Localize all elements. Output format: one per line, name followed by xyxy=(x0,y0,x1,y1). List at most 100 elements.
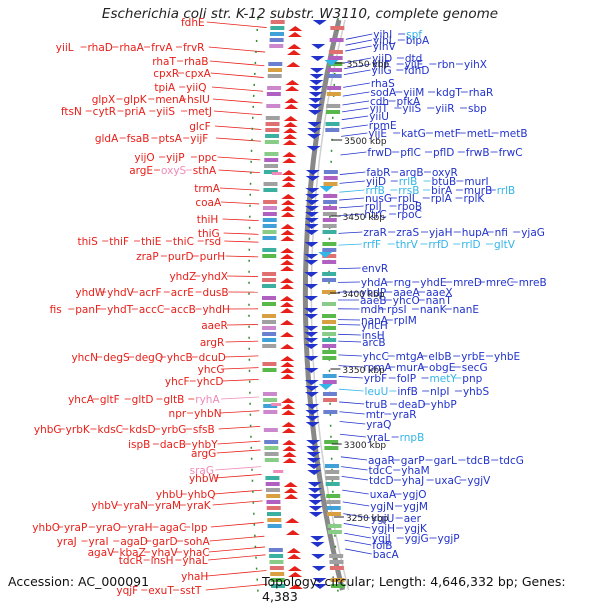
rna-gene-arrow xyxy=(319,384,333,390)
cog-block xyxy=(323,398,337,402)
gene-label: agaV xyxy=(88,547,116,559)
gene-label: yraP xyxy=(64,522,87,534)
reverse-gene-arrow xyxy=(312,566,326,571)
gene-label: gltF xyxy=(100,394,120,406)
forward-gene-arrow xyxy=(284,494,298,499)
gene-label: rpoC xyxy=(397,209,422,221)
cog-block xyxy=(326,500,340,504)
cog-block xyxy=(263,392,277,396)
cog-block xyxy=(266,122,280,126)
gene-label: ygjV xyxy=(467,475,491,487)
cog-block xyxy=(322,242,336,246)
forward-gene-arrow xyxy=(280,278,294,283)
cog-block xyxy=(322,356,336,360)
gene-label: frwD xyxy=(367,147,392,159)
cog-block xyxy=(330,38,344,42)
gene-leader-line xyxy=(213,490,262,494)
forward-gene-arrow xyxy=(282,182,296,187)
gene-label: ygjG xyxy=(405,533,429,545)
forward-gene-arrow xyxy=(282,158,296,163)
gene-leader-line xyxy=(217,450,261,453)
cog-block xyxy=(266,482,280,486)
accession-text: Accession: AC_000091 xyxy=(8,574,149,589)
cog-block xyxy=(329,50,343,54)
gene-leader-line xyxy=(346,40,372,45)
gene-label: dacB xyxy=(160,439,186,451)
gene-leader-line xyxy=(340,181,365,183)
gene-label: yhbO xyxy=(32,522,60,534)
gene-label: purH xyxy=(200,251,226,263)
gene-leader-line xyxy=(221,397,259,399)
cog-block xyxy=(323,230,337,234)
gene-label: tdcG xyxy=(499,455,524,467)
cog-block xyxy=(326,122,340,126)
gene-label: yraQ xyxy=(366,419,391,431)
cog-block xyxy=(327,92,341,96)
gene-label: nfi xyxy=(495,227,508,239)
cog-block xyxy=(324,440,338,444)
gene-label: rrlD xyxy=(461,239,480,251)
forward-gene-arrow xyxy=(281,230,295,235)
gene-label: zraS xyxy=(396,227,419,239)
cog-block xyxy=(270,560,284,564)
gene-leader-line xyxy=(342,108,369,112)
gene-label: infB xyxy=(397,386,417,398)
gene-label: yijF xyxy=(190,133,208,145)
cog-block xyxy=(322,302,336,306)
cog-block xyxy=(268,524,282,528)
gene-label: gldA xyxy=(95,133,119,145)
forward-gene-arrow xyxy=(281,410,295,415)
gene-label: sfsB xyxy=(193,424,215,436)
gene-leader-line xyxy=(219,426,260,429)
gene-label: yhcA xyxy=(68,394,95,406)
cog-block xyxy=(325,470,339,474)
cog-block xyxy=(269,44,283,48)
cog-block xyxy=(262,320,276,324)
cog-block xyxy=(328,74,342,78)
gene-label: metF xyxy=(434,128,461,140)
cog-block xyxy=(266,488,280,492)
reverse-gene-arrow xyxy=(309,506,323,511)
gene-label: sbp xyxy=(468,103,487,115)
kbp-label: 3400 kbp xyxy=(342,290,385,300)
gene-label: rsd xyxy=(205,236,221,248)
cog-block xyxy=(322,350,336,354)
gene-label: yhaJ xyxy=(402,475,424,487)
reverse-gene-arrow xyxy=(310,74,324,79)
cog-block xyxy=(265,134,279,138)
gene-label: katG xyxy=(401,128,426,140)
forward-gene-arrow xyxy=(283,452,297,457)
gene-label: exuT xyxy=(148,585,174,597)
cog-block xyxy=(265,458,279,462)
gene-leader-line xyxy=(213,501,263,505)
cog-block xyxy=(263,410,277,414)
cog-block xyxy=(322,278,336,282)
cog-block xyxy=(262,272,276,276)
gene-label: gltV xyxy=(494,239,516,251)
reverse-gene-arrow xyxy=(306,446,320,451)
gene-label: yhdT xyxy=(107,304,134,316)
gene-label: folP xyxy=(397,373,416,385)
gene-label: yiiR xyxy=(435,103,454,115)
gene-label: pflC xyxy=(400,147,421,159)
reverse-gene-arrow xyxy=(308,494,322,499)
gene-label: cpxA xyxy=(185,68,212,80)
cog-block xyxy=(266,116,280,120)
gene-label: mreD xyxy=(453,277,482,289)
forward-gene-arrow xyxy=(281,398,295,403)
cog-block xyxy=(267,86,281,90)
reverse-gene-arrow xyxy=(309,80,323,85)
kbp-label: 3250 kbp xyxy=(346,514,389,524)
cog-block xyxy=(323,410,337,414)
gene-label: uxaA xyxy=(370,489,397,501)
cog-block xyxy=(266,104,280,108)
gene-leader-line xyxy=(339,206,364,208)
gene-leader-line xyxy=(216,138,261,141)
rna-gene-block xyxy=(272,172,282,175)
gene-label: frwB xyxy=(466,147,490,159)
cog-block xyxy=(264,182,278,186)
gene-label: rbn xyxy=(437,59,455,71)
gene-label: yraJ xyxy=(57,536,77,548)
gene-label: yiiQ xyxy=(186,82,206,94)
gene-leader-line xyxy=(338,244,361,245)
